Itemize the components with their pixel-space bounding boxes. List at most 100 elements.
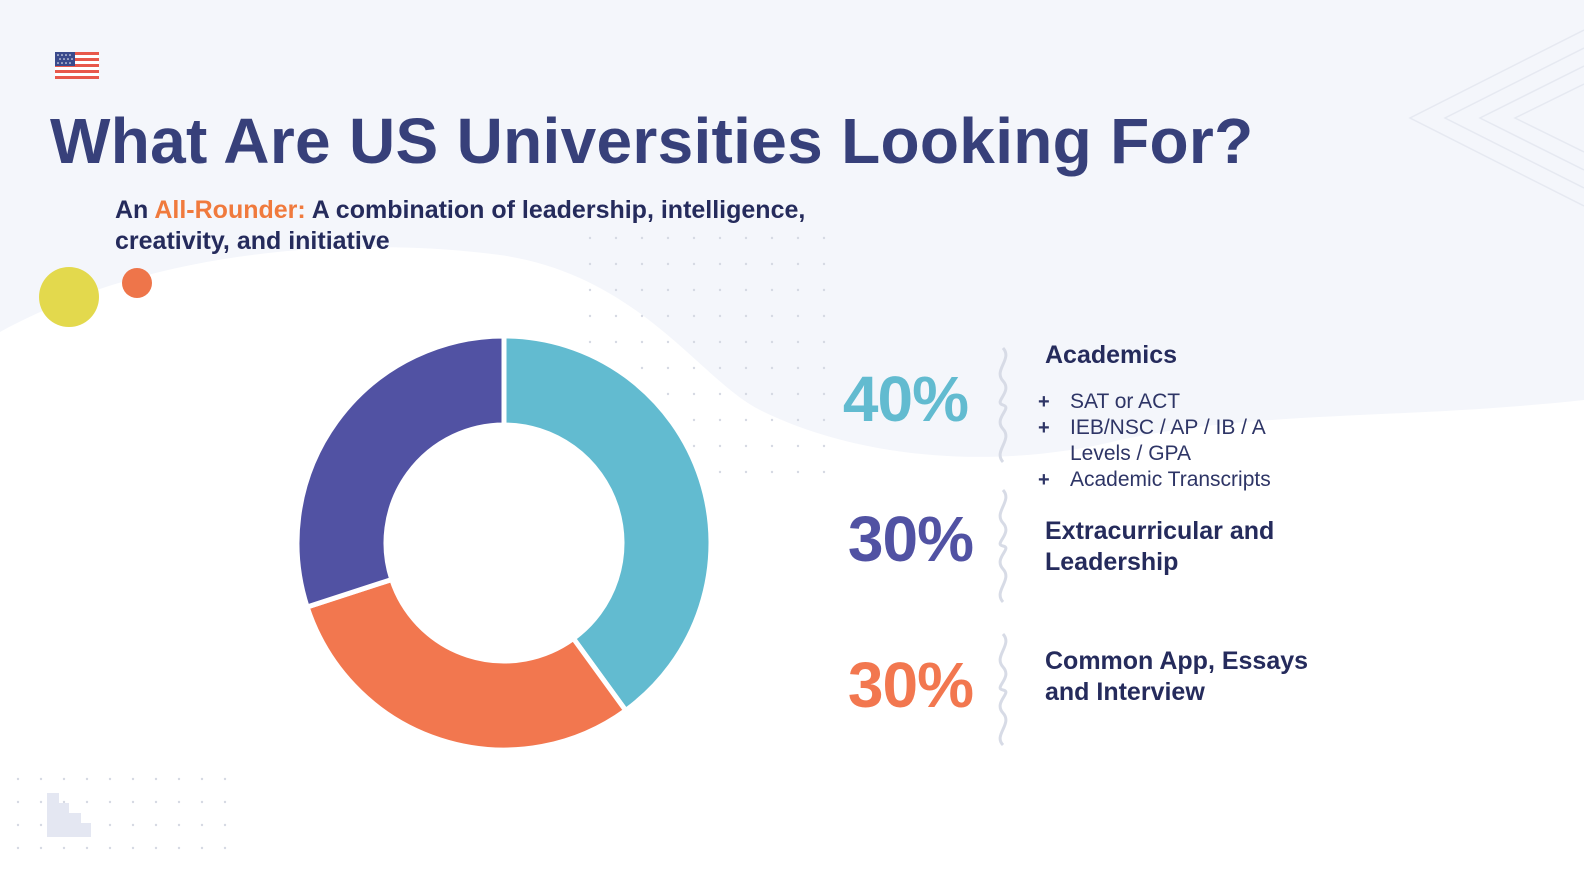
- dot-grid-bottom: [16, 777, 227, 850]
- brace-divider: [998, 488, 1008, 604]
- donut-slice-1: [501, 333, 714, 713]
- grid-dot: [666, 340, 670, 344]
- grid-dot: [744, 392, 748, 396]
- grid-dot: [822, 288, 826, 292]
- grid-dot: [39, 777, 43, 781]
- grid-dot: [822, 236, 826, 240]
- grid-dot: [85, 846, 89, 850]
- grid-dot: [131, 823, 135, 827]
- brace-divider: [998, 346, 1008, 464]
- grid-dot: [223, 777, 227, 781]
- plus-icon: +: [1038, 391, 1050, 413]
- stair-hatch-decoration: [47, 793, 91, 837]
- list-item-text: IEB/NSC / AP / IB / A Levels / GPA: [1070, 416, 1265, 465]
- percent-academics: 40%: [842, 363, 969, 435]
- grid-dot: [39, 846, 43, 850]
- list-item: + IEB/NSC / AP / IB / A Levels / GPA: [1038, 415, 1328, 467]
- grid-dot: [39, 823, 43, 827]
- grid-dot: [770, 470, 774, 474]
- grid-dot: [16, 777, 20, 781]
- grid-dot: [666, 314, 670, 318]
- list-item: + Academic Transcripts: [1038, 467, 1328, 493]
- grid-dot: [822, 314, 826, 318]
- grid-dot: [62, 777, 66, 781]
- grid-dot: [223, 800, 227, 804]
- grid-dot: [822, 418, 826, 422]
- grid-dot: [614, 288, 618, 292]
- grid-dot: [796, 262, 800, 266]
- grid-dot: [744, 418, 748, 422]
- grid-dot: [744, 340, 748, 344]
- grid-dot: [131, 846, 135, 850]
- grid-dot: [666, 236, 670, 240]
- grid-dot: [770, 418, 774, 422]
- grid-dot: [718, 236, 722, 240]
- grid-dot: [85, 800, 89, 804]
- grid-dot: [692, 444, 696, 448]
- yellow-circle-decoration: [39, 267, 99, 327]
- grid-dot: [770, 444, 774, 448]
- plus-icon: +: [1038, 417, 1050, 439]
- grid-dot: [154, 846, 158, 850]
- grid-dot: [16, 800, 20, 804]
- stair-step: [81, 823, 91, 837]
- category-extracurricular: Extracurricular and Leadership: [1045, 517, 1275, 576]
- grid-dot: [796, 366, 800, 370]
- grid-dot: [770, 314, 774, 318]
- brace-divider: [998, 632, 1008, 747]
- grid-dot: [718, 262, 722, 266]
- grid-dot: [177, 823, 181, 827]
- grid-dot: [666, 366, 670, 370]
- grid-dot: [62, 846, 66, 850]
- grid-dot: [588, 314, 592, 318]
- grid-dot: [108, 777, 112, 781]
- grid-dot: [692, 262, 696, 266]
- grid-dot: [770, 288, 774, 292]
- grid-dot: [718, 392, 722, 396]
- grid-dot: [200, 823, 204, 827]
- grid-dot: [177, 846, 181, 850]
- grid-dot: [39, 800, 43, 804]
- grid-dot: [614, 236, 618, 240]
- plus-icon: +: [1038, 469, 1050, 491]
- grid-dot: [588, 236, 592, 240]
- chevron-lines-decoration: [1408, 29, 1584, 207]
- grid-dot: [614, 314, 618, 318]
- list-item: + SAT or ACT: [1038, 389, 1328, 415]
- subtitle-highlight: All-Rounder:: [154, 196, 306, 224]
- grid-dot: [718, 470, 722, 474]
- grid-dot: [588, 262, 592, 266]
- grid-dot: [744, 444, 748, 448]
- percent-extracurricular: 30%: [847, 503, 974, 575]
- grid-dot: [640, 236, 644, 240]
- grid-dot: [666, 392, 670, 396]
- grid-dot: [154, 823, 158, 827]
- grid-dot: [770, 392, 774, 396]
- academics-details-list: + SAT or ACT + IEB/NSC / AP / IB / A Level…: [1038, 389, 1328, 493]
- list-item-text: SAT or ACT: [1070, 390, 1181, 413]
- grid-dot: [108, 846, 112, 850]
- grid-dot: [154, 777, 158, 781]
- grid-dot: [822, 470, 826, 474]
- grid-dot: [640, 314, 644, 318]
- grid-dot: [770, 262, 774, 266]
- grid-dot: [796, 392, 800, 396]
- grid-dot: [822, 366, 826, 370]
- grid-dot: [614, 340, 618, 344]
- category-common-app: Common App, Essays and Interview: [1045, 647, 1309, 706]
- grid-dot: [200, 846, 204, 850]
- grid-dot: [588, 340, 592, 344]
- stair-step: [69, 813, 81, 837]
- grid-dot: [16, 846, 20, 850]
- grid-dot: [744, 366, 748, 370]
- grid-dot: [223, 846, 227, 850]
- grid-dot: [666, 262, 670, 266]
- grid-dot: [692, 288, 696, 292]
- grid-dot: [131, 777, 135, 781]
- grid-dot: [796, 236, 800, 240]
- grid-dot: [154, 800, 158, 804]
- grid-dot: [640, 288, 644, 292]
- grid-dot: [85, 777, 89, 781]
- grid-dot: [692, 314, 696, 318]
